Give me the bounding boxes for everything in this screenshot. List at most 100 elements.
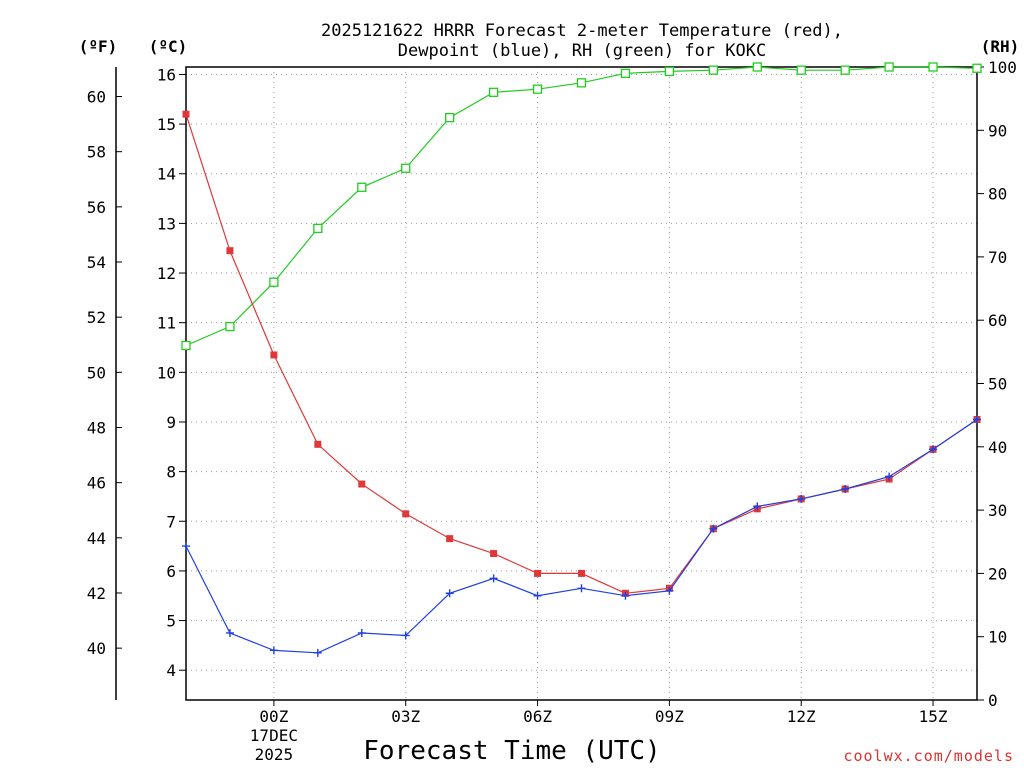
x-tick-label: 15Z <box>919 707 948 726</box>
rh-point <box>664 66 675 77</box>
dewpoint-point <box>313 648 322 657</box>
rh-point <box>225 321 235 332</box>
rh-point <box>401 163 411 173</box>
rh-point <box>884 62 894 72</box>
dewpoint-point <box>841 485 850 493</box>
x-tick-label: 12Z <box>787 707 816 726</box>
fahrenheit-tick-label: 58 <box>87 143 106 162</box>
celsius-tick-label: 13 <box>157 214 176 233</box>
rh-point <box>181 340 191 351</box>
rh-tick-label: 10 <box>988 628 1007 647</box>
fahrenheit-tick-label: 40 <box>87 639 106 658</box>
dewpoint-point <box>973 415 981 424</box>
rh-tick-label: 20 <box>988 564 1007 583</box>
celsius-tick-label: 11 <box>157 314 176 333</box>
dewpoint-point <box>445 589 454 598</box>
dewpoint-point <box>709 524 718 533</box>
tick-labels: 4567891011121314151640424446485052545658… <box>87 58 1017 764</box>
dewpoint-line <box>185 419 978 654</box>
celsius-tick-label: 7 <box>166 512 176 531</box>
rh-point <box>445 112 455 123</box>
dewpoint-point <box>533 591 542 600</box>
x-tick-label: 06Z <box>523 707 552 726</box>
series <box>181 62 982 657</box>
temperature-point <box>402 510 410 518</box>
dewpoint-point <box>182 542 190 551</box>
dewpoint-point <box>885 472 894 481</box>
rh-point <box>313 223 323 234</box>
credit-text: coolwx.com/models <box>843 747 1014 765</box>
rh-tick-label: 50 <box>988 375 1007 394</box>
fahrenheit-tick-label: 44 <box>87 529 106 548</box>
dewpoint-point <box>401 631 410 640</box>
rh-tick-label: 60 <box>988 311 1007 330</box>
celsius-tick-label: 8 <box>166 463 176 482</box>
x-tick-date-label: 17DEC <box>250 726 298 745</box>
dewpoint-point <box>225 628 234 637</box>
celsius-tick-label: 12 <box>157 264 176 283</box>
fahrenheit-tick-label: 42 <box>87 584 106 603</box>
temperature-point <box>446 535 454 543</box>
dewpoint-point <box>269 646 278 655</box>
rh-point <box>576 78 587 88</box>
plot-frame <box>185 66 978 701</box>
grid <box>186 67 977 700</box>
temperature-point <box>358 480 366 488</box>
celsius-tick-label: 9 <box>166 413 176 432</box>
fahrenheit-tick-label: 60 <box>87 88 106 107</box>
fahrenheit-tick-label: 52 <box>87 308 106 327</box>
rh-point <box>488 87 499 97</box>
rh-point <box>532 84 543 94</box>
rh-point <box>796 65 806 75</box>
rh-tick-label: 80 <box>988 185 1007 204</box>
celsius-tick-label: 14 <box>157 165 176 184</box>
celsius-unit-label: (ºC) <box>149 37 188 56</box>
chart-title-line1: 2025121622 HRRR Forecast 2-meter Tempera… <box>321 21 843 41</box>
rh-point <box>269 277 279 287</box>
rh-tick-label: 0 <box>988 691 998 710</box>
dewpoint-point <box>753 502 762 511</box>
dewpoint-point <box>357 628 366 637</box>
rh-tick-label: 30 <box>988 501 1007 520</box>
rh-point <box>840 65 850 75</box>
rh-tick-label: 40 <box>988 438 1007 457</box>
rh-tick-label: 100 <box>988 58 1017 77</box>
rh-tick-label: 90 <box>988 121 1007 140</box>
chart-title-line2: Dewpoint (blue), RH (green) for KOKC <box>398 41 766 61</box>
temperature-point <box>182 110 190 118</box>
fahrenheit-tick-label: 56 <box>87 198 106 217</box>
temperature-point <box>534 569 542 577</box>
rh-unit-label: (RH) <box>981 37 1020 56</box>
x-tick-label: 03Z <box>391 707 420 726</box>
celsius-tick-label: 15 <box>157 115 176 134</box>
dewpoint-point <box>489 574 498 583</box>
rh-point <box>928 62 938 72</box>
dewpoint-point <box>665 586 674 595</box>
dewpoint-point <box>577 584 586 593</box>
fahrenheit-unit-label: (ºF) <box>79 37 118 56</box>
rh-point <box>708 65 718 75</box>
temperature-point <box>226 247 234 255</box>
temperature-point <box>578 569 585 577</box>
rh-tick-label: 70 <box>988 248 1007 267</box>
temperature-point <box>490 550 498 558</box>
celsius-tick-label: 6 <box>166 562 176 581</box>
rh-point <box>620 68 631 78</box>
celsius-tick-label: 5 <box>166 612 176 631</box>
fahrenheit-tick-label: 54 <box>87 253 106 272</box>
rh-point <box>357 182 367 192</box>
dewpoint-point <box>621 591 630 600</box>
rh-point <box>972 63 982 73</box>
celsius-tick-label: 16 <box>157 65 176 84</box>
temperature-point <box>314 440 322 448</box>
celsius-tick-label: 10 <box>157 363 176 382</box>
rh-point <box>752 62 762 72</box>
dewpoint-point <box>929 445 938 454</box>
x-axis-label: Forecast Time (UTC) <box>363 736 660 766</box>
x-tick-label: 09Z <box>655 707 684 726</box>
temperature-point <box>270 351 278 359</box>
dewpoint-point <box>797 494 806 503</box>
x-tick-label: 00Z <box>259 707 288 726</box>
x-tick-year-label: 2025 <box>255 745 294 764</box>
